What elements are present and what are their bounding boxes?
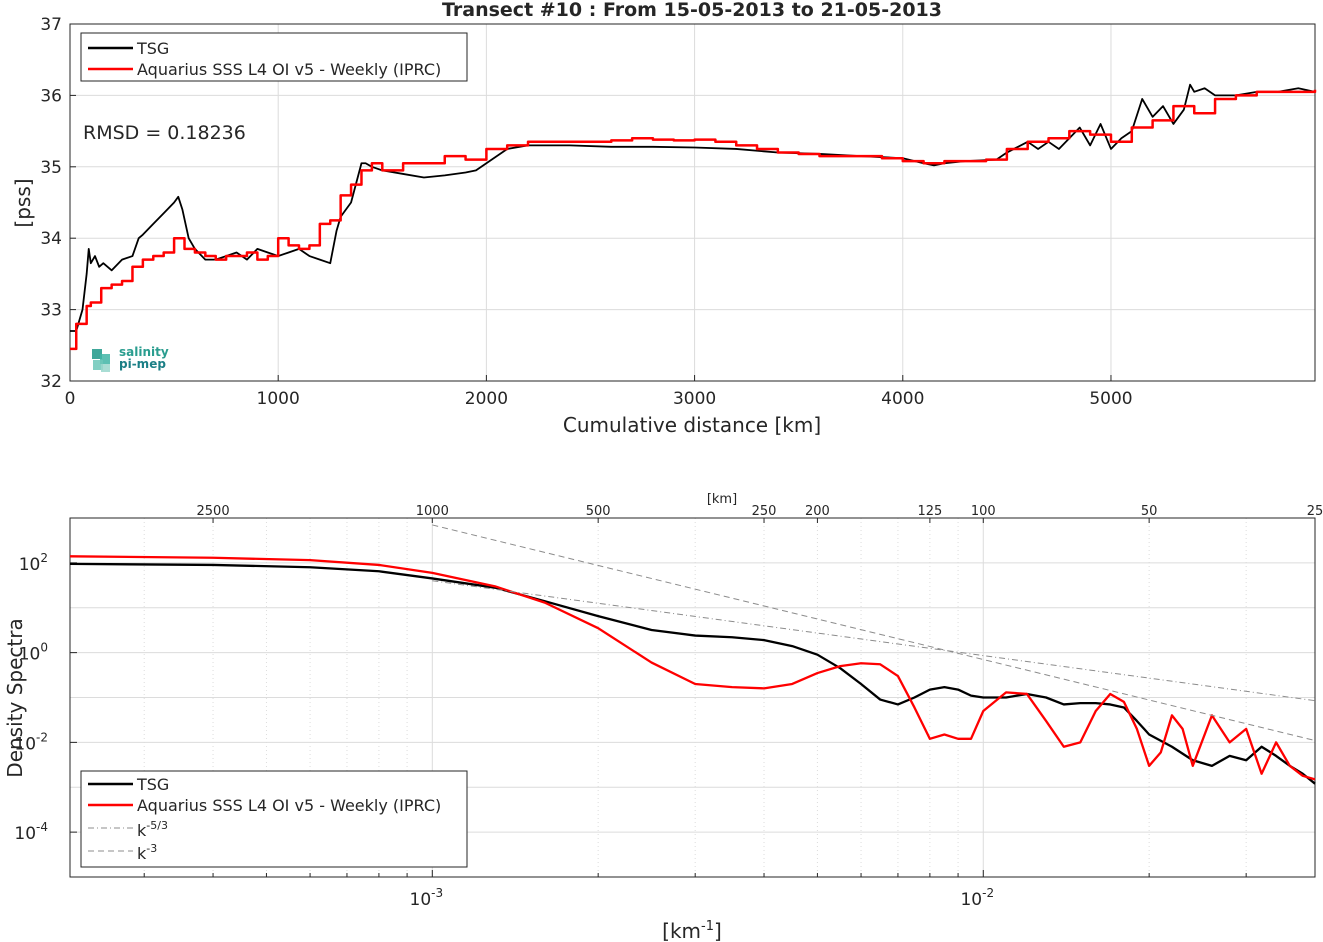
top-xtick-label: 1000	[257, 389, 300, 409]
salinity-pi-mep-logo: salinity pi-mep	[92, 345, 169, 372]
bottom-top-tick-label: 25	[1307, 504, 1323, 519]
top-ytick-label: 33	[40, 301, 62, 321]
bottom-xlabel: [km-1]	[662, 919, 722, 942]
top-series-aquarius	[70, 89, 1317, 351]
top-legend-box	[80, 32, 468, 82]
legend2-k53-label: k-5/3	[137, 819, 168, 840]
top-axes-box	[69, 23, 1316, 382]
legend-aquarius-label: Aquarius SSS L4 OI v5 - Weekly (IPRC)	[137, 60, 441, 79]
bottom-axes-box	[69, 517, 1316, 878]
bottom-top-tick-label: 2500	[197, 504, 230, 519]
top-ytick-label: 32	[40, 372, 62, 392]
top-xtick-label: 5000	[1089, 389, 1132, 409]
chart-title: Transect #10 : From 15-05-2013 to 21-05-…	[442, 0, 942, 21]
bottom-xlabel-post: ]	[714, 919, 722, 942]
bottom-series-k3	[432, 524, 1316, 742]
top-xtick-label: 4000	[881, 389, 924, 409]
bottom-top-tick-label: 250	[752, 504, 777, 519]
top-ytick-label: 35	[40, 158, 62, 178]
legend2-aquarius-label: Aquarius SSS L4 OI v5 - Weekly (IPRC)	[137, 796, 441, 815]
bottom-xlabel-sup: -1	[701, 919, 714, 934]
bottom-xlabel-pre: [km	[662, 919, 701, 942]
top-legend: TSG Aquarius SSS L4 OI v5 - Weekly (IPRC…	[80, 32, 468, 82]
top-xtick-label: 0	[65, 389, 76, 409]
svg-text:salinity: salinity	[119, 345, 169, 359]
bottom-xtick-label: 10-3	[410, 886, 444, 910]
bottom-top-tick-label: 100	[971, 504, 996, 519]
top-xtick-label: 2000	[465, 389, 508, 409]
legend-tsg-label: TSG	[136, 39, 169, 58]
bottom-series-k53	[432, 580, 1316, 702]
top-ticks: 0 1000 2000 3000 4000 5000 32 33 34 35 36 37	[40, 15, 1132, 409]
top-ytick-label: 37	[40, 15, 62, 35]
top-xlabel: Cumulative distance [km]	[563, 413, 821, 437]
bottom-top-tick-label: 50	[1141, 504, 1158, 519]
top-series-tsg	[70, 83, 1316, 332]
bottom-ytick-label: 10-4	[14, 820, 48, 844]
bottom-legend-box	[80, 770, 468, 868]
legend2-tsg-label: TSG	[136, 775, 169, 794]
bottom-top-tick-label: 125	[917, 504, 942, 519]
bottom-top-xlabel: [km]	[707, 492, 737, 507]
bottom-top-tick-label: 500	[586, 504, 611, 519]
bottom-series-tsg	[69, 562, 1316, 785]
bottom-top-tick-label: 1000	[416, 504, 449, 519]
bottom-series	[69, 524, 1316, 785]
bottom-series-aquarius	[69, 555, 1316, 781]
top-ytick-label: 36	[40, 86, 62, 106]
top-ylabel: [pss]	[11, 178, 35, 227]
bottom-ticks: 102 100 10-2 10-4 10-3 10-2 2500 1000 500 250 200 1…	[14, 504, 1323, 910]
bottom-ytick-label: 10-2	[14, 730, 48, 754]
legend2-k3-label: k-3	[137, 842, 157, 863]
top-ytick-label: 34	[40, 229, 62, 249]
bottom-ylabel: Density Spectra	[3, 618, 27, 777]
svg-text:pi-mep: pi-mep	[119, 357, 166, 371]
bottom-xtick-label: 10-2	[960, 886, 994, 910]
bottom-ytick-label: 100	[19, 641, 48, 665]
bottom-top-tick-label: 200	[805, 504, 830, 519]
top-series	[70, 83, 1317, 351]
bottom-legend: TSG Aquarius SSS L4 OI v5 - Weekly (IPRC…	[80, 770, 468, 868]
rmsd-annotation: RMSD = 0.18236	[83, 122, 246, 144]
bottom-ytick-label: 102	[19, 551, 48, 575]
top-xtick-label: 3000	[673, 389, 716, 409]
